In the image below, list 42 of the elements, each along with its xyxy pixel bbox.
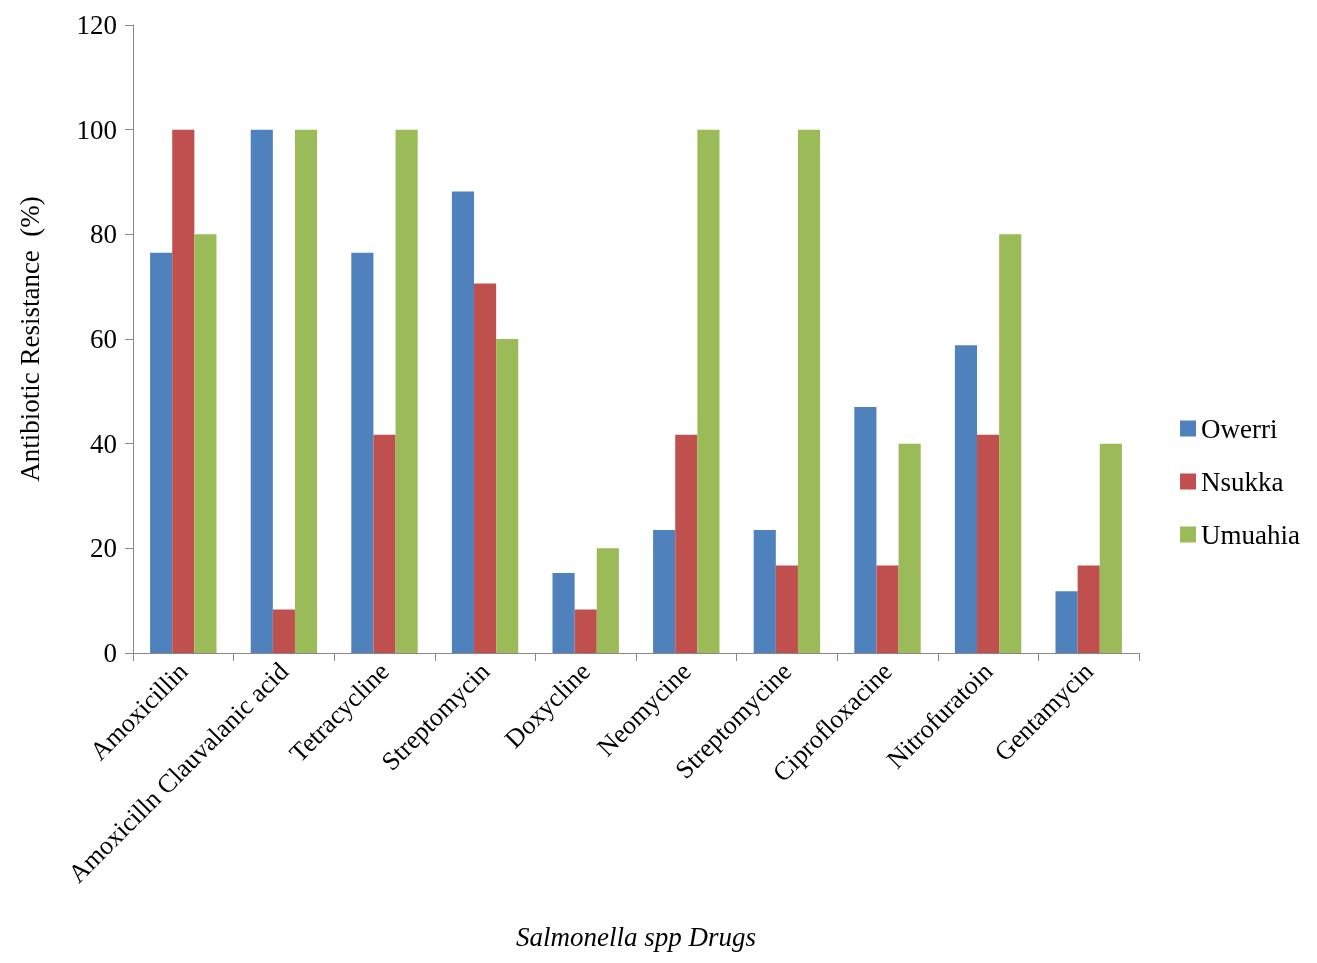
bar (496, 339, 519, 653)
bar (172, 129, 195, 653)
bar (797, 129, 821, 653)
legend-label: Umuahia (1201, 519, 1301, 550)
bar (999, 234, 1022, 653)
bar (194, 234, 217, 653)
y-tick-label: 60 (90, 324, 117, 354)
bar (395, 129, 418, 653)
bar (775, 565, 798, 653)
bar (574, 609, 597, 653)
bar (272, 609, 295, 653)
y-tick-label: 20 (90, 533, 117, 564)
bar (977, 434, 1000, 653)
legend-label: Owerri (1201, 413, 1278, 444)
bar (898, 443, 921, 653)
bar (854, 407, 877, 653)
bar (552, 572, 575, 653)
bar (675, 434, 698, 653)
bar (1055, 591, 1078, 653)
bar (150, 252, 173, 653)
y-tick-label: 0 (103, 638, 117, 668)
bar (250, 129, 273, 653)
bar (1099, 443, 1122, 653)
bar (653, 530, 676, 653)
bar (351, 252, 374, 653)
y-tick-label: 100 (76, 114, 117, 145)
bar (596, 548, 619, 653)
bar (451, 191, 475, 653)
bar (1077, 565, 1100, 653)
bar (474, 283, 497, 653)
y-tick-label: 40 (90, 428, 117, 459)
y-tick-label: 80 (90, 219, 117, 250)
bar (697, 129, 720, 653)
y-axis-title: Antibiotic Resistance (%) (14, 196, 45, 482)
bar (876, 565, 899, 653)
bar (753, 530, 776, 653)
bar (373, 434, 396, 653)
bar (294, 129, 318, 653)
x-axis-title: Salmonella spp Drugs (515, 921, 757, 952)
legend-label: Nsukka (1201, 466, 1284, 497)
y-tick-label: 120 (76, 10, 117, 40)
bar (954, 345, 978, 653)
